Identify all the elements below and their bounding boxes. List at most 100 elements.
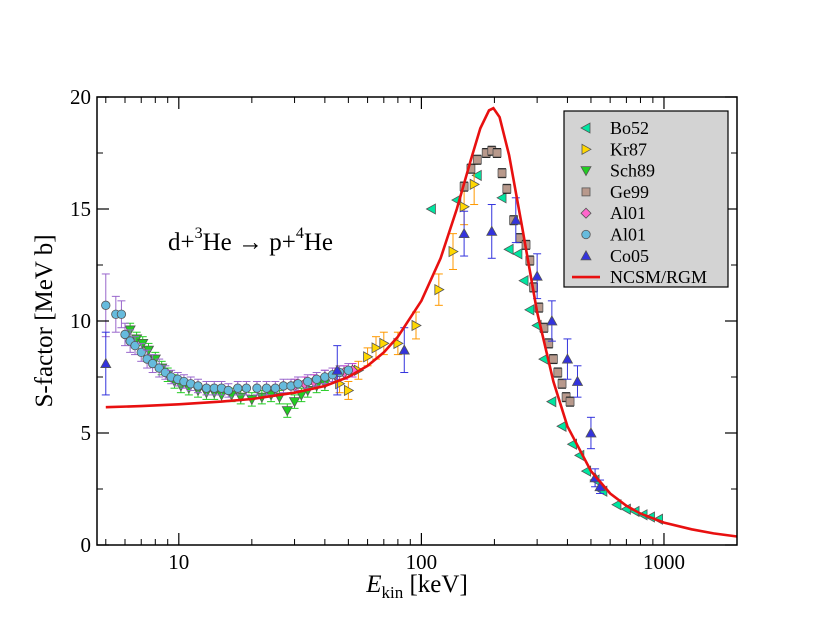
- series-al01-5: [101, 273, 354, 398]
- data-point: [281, 406, 293, 417]
- reaction-annotation-part2: He → p+: [203, 229, 296, 256]
- x-tick-label: 10: [168, 550, 189, 574]
- data-point: [524, 304, 535, 316]
- legend-label: Sch89: [610, 161, 655, 181]
- data-point: [434, 283, 445, 296]
- y-tick-label: 20: [70, 85, 91, 109]
- data-point: [448, 245, 459, 258]
- data-point: [193, 381, 203, 391]
- reaction-annotation-part3: He: [304, 229, 333, 256]
- data-point: [557, 379, 567, 389]
- data-point: [518, 275, 529, 287]
- data-point: [223, 385, 233, 396]
- x-tick-label: 100: [406, 550, 438, 574]
- data-point: [331, 364, 343, 375]
- data-point: [585, 427, 597, 438]
- data-point: [492, 148, 502, 158]
- axis-ticks: 0 5 10 15 20 10 100 1000: [70, 85, 738, 574]
- data-point: [371, 342, 382, 354]
- data-point: [288, 397, 301, 408]
- x-axis-title-subscript: kin: [381, 583, 403, 602]
- legend-label: Bo52: [610, 118, 649, 138]
- legend-label: Al01: [610, 225, 646, 245]
- legend-swatch-marker: [580, 122, 591, 134]
- data-point: [471, 169, 482, 182]
- data-point: [458, 227, 470, 239]
- data-point: [425, 203, 436, 215]
- y-tick-label: 5: [81, 421, 92, 445]
- data-point: [611, 499, 622, 511]
- data-point: [343, 365, 354, 375]
- data-point: [147, 358, 158, 369]
- data-point: [503, 243, 514, 255]
- data-point: [512, 248, 523, 260]
- legend-label: Co05: [610, 246, 649, 266]
- legend-swatch-marker: [580, 207, 592, 219]
- data-point: [136, 347, 146, 358]
- data-point: [252, 383, 262, 393]
- legend-label: Kr87: [610, 139, 647, 159]
- data-point: [393, 337, 404, 350]
- data-point: [201, 383, 212, 393]
- series-bo52-0: [425, 169, 663, 525]
- data-point: [472, 155, 482, 165]
- data-point: [546, 395, 557, 408]
- data-point: [466, 164, 476, 174]
- series-kr87-1: [335, 163, 480, 400]
- ncsm-rgm-curve: [105, 106, 738, 538]
- data-point: [496, 192, 507, 204]
- legend-swatch-marker: [581, 187, 591, 197]
- legend-swatch-marker: [580, 166, 592, 177]
- legend-label: Ge99: [610, 182, 649, 202]
- data-point: [270, 383, 280, 393]
- legend-box: [563, 110, 729, 288]
- legend-swatch-marker: [581, 143, 592, 155]
- legend-label: NCSM/RGM: [610, 267, 707, 287]
- data-point: [510, 214, 522, 225]
- data-point: [241, 383, 252, 393]
- data-point: [120, 329, 130, 340]
- x-axis-title-symbol: E: [365, 571, 381, 598]
- data-point: [553, 368, 563, 377]
- legend-swatch-marker: [581, 229, 591, 240]
- data-point: [303, 376, 313, 387]
- y-axis-title: S-factor [MeV b]: [31, 234, 58, 407]
- data-point: [469, 178, 480, 191]
- data-point: [233, 383, 243, 393]
- x-tick-label: 1000: [643, 550, 685, 574]
- y-tick-label: 15: [70, 197, 91, 221]
- data-point: [398, 344, 410, 355]
- data-point: [101, 300, 111, 310]
- plot-layer: [100, 106, 738, 538]
- legend-swatch-marker: [580, 249, 592, 261]
- y-tick-label: 10: [70, 309, 91, 333]
- data-point: [379, 337, 390, 350]
- legend-label: Al01: [610, 203, 646, 223]
- reaction-annotation-sup1: 3: [195, 225, 203, 242]
- data-point: [411, 319, 422, 332]
- data-point: [486, 225, 498, 236]
- data-point: [293, 379, 303, 389]
- data-point: [565, 397, 575, 407]
- y-tick-label: 0: [81, 533, 92, 557]
- data-point: [561, 353, 574, 364]
- reaction-annotation-part1: d+: [168, 229, 195, 256]
- data-point: [546, 315, 558, 326]
- data-point: [320, 372, 330, 382]
- reaction-annotation-sup2: 4: [296, 225, 304, 242]
- data-point: [459, 201, 470, 213]
- data-point: [343, 384, 355, 397]
- x-axis-title: Ekin [keV]: [365, 571, 468, 602]
- x-axis-title-unit: [keV]: [403, 571, 468, 598]
- data-point: [154, 363, 164, 373]
- data-point: [534, 303, 544, 312]
- data-point: [261, 383, 272, 393]
- reaction-annotation: d+3He → p+4He: [168, 225, 333, 256]
- data-point: [531, 270, 543, 281]
- data-point: [311, 374, 322, 384]
- data-point: [502, 184, 512, 194]
- data-point: [116, 309, 127, 319]
